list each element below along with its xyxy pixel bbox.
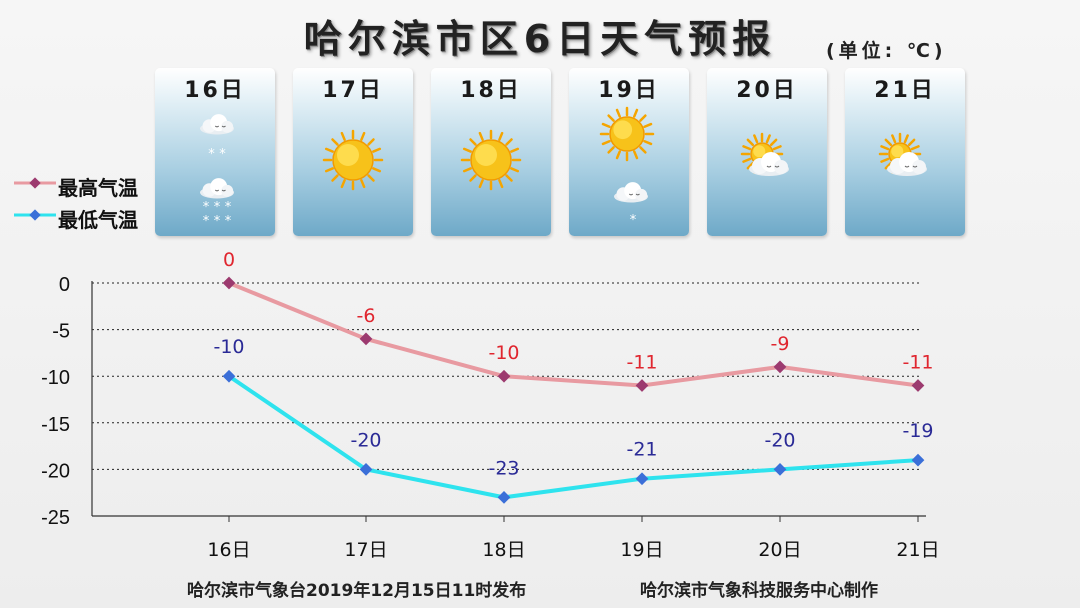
legend-item-low: 最低气温 [12, 202, 152, 232]
series-line-low [227, 374, 919, 500]
data-point-low [635, 472, 649, 486]
data-label-low: -19 [902, 420, 933, 442]
x-tick-label: 20日 [758, 539, 801, 561]
page-title: 哈尔滨市区6日天气预报 [303, 17, 777, 61]
y-tick-label: 0 [59, 274, 70, 296]
publish-note: 哈尔滨市气象台2019年12月15日11时发布 [187, 581, 527, 601]
day-card-16: 16日 * * * * * * * * [155, 68, 275, 236]
data-label-high: -10 [488, 342, 519, 364]
y-tick-label: -15 [41, 414, 70, 436]
data-point-high [911, 379, 925, 392]
data-point-high [497, 369, 511, 383]
y-tick-label: -5 [52, 321, 70, 343]
day-card-20: 20日 [707, 68, 827, 236]
data-point-low [773, 463, 787, 476]
legend-label-low: 最低气温 [58, 208, 138, 232]
data-point-high [359, 332, 373, 346]
y-tick-label: -20 [41, 460, 70, 482]
legend-item-high: 最高气温 [12, 170, 152, 200]
data-point-low [497, 490, 511, 504]
y-tick-label: -25 [41, 507, 70, 529]
chart-legend: 最高气温 最低气温 [12, 168, 152, 232]
sun-icon [322, 129, 384, 191]
svg-text:*: * [225, 214, 232, 229]
svg-text:*: * [630, 213, 637, 228]
data-point-high [222, 276, 236, 290]
day-label: 16日 [184, 78, 246, 103]
legend-swatch-high [14, 177, 56, 189]
data-label-low: -23 [488, 457, 519, 479]
data-label-high: -11 [626, 352, 657, 374]
data-label-low: -10 [213, 336, 244, 358]
svg-text:*: * [214, 200, 221, 215]
x-tick-label: 21日 [896, 539, 939, 561]
svg-text:*: * [225, 200, 232, 215]
svg-text:*: * [203, 214, 210, 229]
day-label: 21日 [874, 78, 936, 103]
day-card-19: 19日 * [569, 68, 689, 236]
data-point-high [773, 360, 787, 374]
sun-icon [460, 129, 522, 191]
sun-and-snow-cloud-icon: * [599, 106, 655, 228]
data-point-low [359, 463, 373, 476]
day-label: 17日 [322, 78, 384, 103]
partly-cloudy-icon [878, 132, 927, 176]
day-label: 19日 [598, 78, 660, 103]
data-label-low: -20 [350, 429, 381, 451]
svg-text:*: * [203, 200, 210, 215]
x-tick-label: 16日 [207, 539, 250, 561]
data-point-high [635, 379, 649, 392]
data-label-low: -21 [626, 439, 657, 461]
x-tick-label: 18日 [482, 539, 525, 561]
svg-text:*: * [219, 147, 226, 162]
light-snow-cloud-icon: * ** * ** * * [200, 114, 234, 229]
series-line-high [228, 281, 919, 388]
x-tick-label: 17日 [344, 539, 387, 561]
partly-cloudy-icon [740, 132, 789, 176]
producer-note: 哈尔滨市气象科技服务中心制作 [640, 581, 878, 601]
legend-label-high: 最高气温 [58, 176, 138, 200]
data-label-high: -6 [357, 305, 376, 327]
data-label-high: -9 [771, 333, 790, 355]
data-label-low: -20 [764, 429, 795, 451]
x-tick-label: 19日 [620, 539, 663, 561]
day-label: 18日 [460, 78, 522, 103]
day-card-17: 17日 [293, 68, 413, 236]
data-label-high: -11 [902, 352, 933, 374]
data-label-high: 0 [223, 249, 235, 271]
svg-text:*: * [214, 214, 221, 229]
y-tick-label: -10 [41, 367, 70, 389]
day-card-18: 18日 [431, 68, 551, 236]
data-point-low [911, 453, 925, 467]
unit-label: (单位: ℃) [826, 40, 947, 62]
day-card-21: 21日 [845, 68, 965, 236]
day-label: 20日 [736, 78, 798, 103]
svg-text:*: * [208, 147, 215, 162]
data-point-low [222, 369, 236, 383]
legend-swatch-low [14, 209, 56, 221]
